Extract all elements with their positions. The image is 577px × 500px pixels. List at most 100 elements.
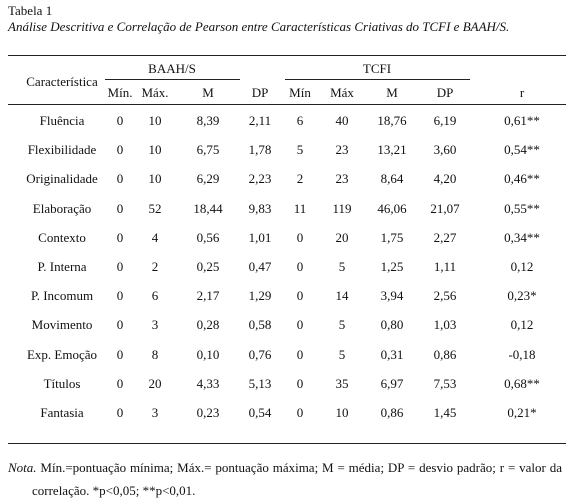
row-label: Contexto [38,229,86,245]
cell: 0,58 [248,317,272,333]
cell: 0,80 [380,317,404,333]
cell: 119 [332,200,352,216]
note-label: Nota. [8,460,37,475]
cell: 0,12 [510,259,534,274]
cell: 0 [116,317,124,333]
cell: 23 [335,171,349,187]
cell: 2 [151,259,159,274]
cell: 5,13 [248,375,272,391]
column-header: M [202,85,214,100]
row-label: P. Interna [37,259,87,274]
cell: 1,03 [433,317,457,333]
row-label: Fantasia [40,405,84,420]
cell: 52 [148,200,162,216]
cell: 7,53 [433,375,457,391]
group-rule [105,79,240,80]
cell: 14 [335,288,349,304]
cell: 0 [116,375,124,391]
cell: 0,68** [504,375,540,391]
cell: 2,23 [248,171,272,187]
cell: 6 [151,288,159,304]
corner-header: Característica [26,74,98,89]
cell: 1,29 [248,288,272,304]
cell: 8 [151,346,159,362]
cell: 0,76 [248,346,272,362]
cell: 0,23 [196,405,220,420]
cell: 8,64 [380,171,404,187]
cell: 0 [116,405,124,420]
cell: 0 [296,317,304,333]
cell: 1,78 [248,142,272,158]
cell: 0,34** [504,229,540,245]
cell: 0 [116,200,124,216]
cell: 4,33 [196,375,220,391]
cell: 3 [151,405,159,420]
header-rule [8,104,566,105]
cell: 5 [338,346,346,362]
cell: 20 [148,375,162,391]
cell: 10 [335,405,349,420]
cell: 0 [296,346,304,362]
cell: 0,54 [248,405,272,420]
cell: 3 [151,317,159,333]
column-header: M [386,85,398,100]
row-label: Títulos [43,375,81,391]
cell: 18,76 [377,113,407,128]
cell: 0,12 [510,317,534,333]
cell: 1,75 [380,229,404,245]
cell: 5 [338,317,346,333]
cell: 4 [151,229,159,245]
cell: 8,39 [196,113,220,128]
row-label: P. Incomum [30,288,94,304]
cell: 46,06 [377,200,407,216]
cell: 11 [293,200,307,216]
cell: 6,19 [433,113,457,128]
cell: 1,45 [433,405,457,420]
column-header: Máx. [141,85,169,100]
cell: 9,83 [248,200,272,216]
cell: 3,94 [380,288,404,304]
column-header: Mín [289,85,311,100]
cell: 6 [296,113,304,128]
cell: 2 [296,171,304,187]
cell: 0,55** [504,200,540,216]
cell: 0 [296,375,304,391]
top-rule [8,55,566,56]
cell: 4,20 [433,171,457,187]
cell: 3,60 [433,142,457,158]
cell: 0,23* [507,288,537,304]
cell: 6,29 [196,171,220,187]
column-header: r [519,85,525,100]
row-label: Fluência [39,113,85,128]
cell: 0,21* [507,405,537,420]
table-title: Análise Descritiva e Correlação de Pears… [8,19,510,34]
cell: 0 [116,346,124,362]
cell: 5 [296,142,304,158]
cell: 0,46** [504,171,540,187]
cell: 0 [296,259,304,274]
cell: 0,54** [504,142,540,158]
group-header: BAAH/S [148,61,196,76]
column-header: Máx [330,85,354,100]
cell: 0 [116,229,124,245]
group-header: TCFI [362,61,392,76]
cell: 0 [116,259,124,274]
cell: 5 [338,259,346,274]
cell: 1,11 [433,259,457,274]
cell: 10 [148,113,162,128]
cell: 2,56 [433,288,457,304]
cell: 0,28 [196,317,220,333]
cell: 21,07 [430,200,460,216]
cell: 10 [148,142,162,158]
cell: 1,25 [380,259,404,274]
column-header: Mín. [107,85,133,100]
cell: 0 [296,288,304,304]
cell: -0,18 [508,346,536,362]
row-label: Originalidade [26,171,98,187]
cell: 0,10 [196,346,220,362]
cell: 23 [335,142,349,158]
cell: 35 [335,375,349,391]
cell: 0,47 [248,259,272,274]
row-label: Movimento [31,317,93,333]
cell: 2,11 [248,113,272,128]
